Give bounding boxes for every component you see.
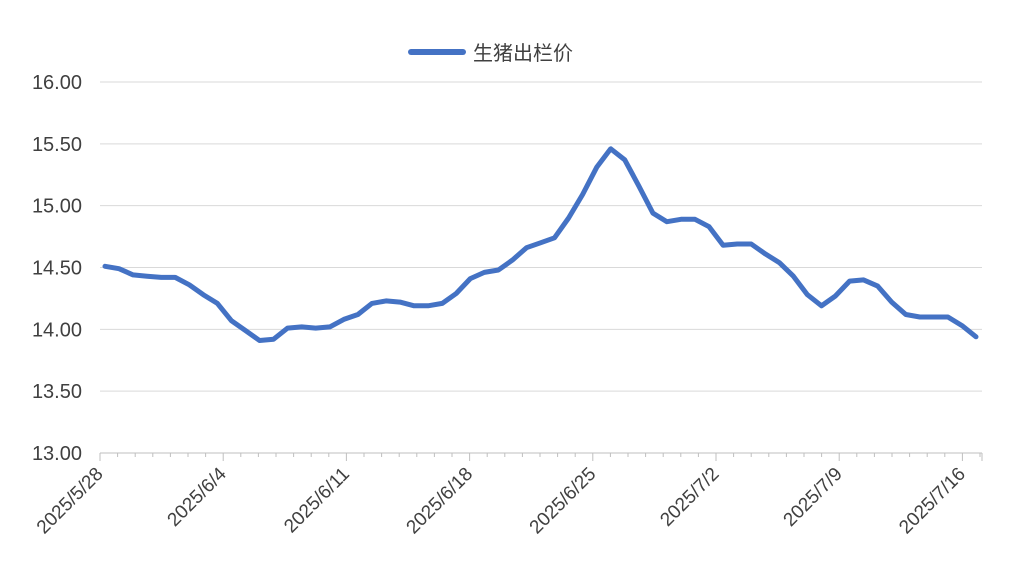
x-tick-label: 2025/7/2 [656, 464, 723, 531]
y-tick-label: 16.00 [32, 72, 82, 94]
x-tick-label: 2025/6/11 [280, 464, 354, 538]
x-tick-label: 2025/6/25 [526, 464, 601, 539]
y-tick-label: 14.50 [32, 258, 82, 280]
x-tick-label: 2025/6/4 [164, 463, 231, 530]
gridlines [100, 81, 982, 392]
x-tick-label: 2025/7/9 [780, 464, 847, 531]
y-tick-label: 14.00 [32, 319, 82, 341]
y-axis: 13.00 13.50 14.00 14.50 15.00 15.50 16.00 [32, 72, 82, 465]
y-tick-label: 13.00 [32, 443, 82, 465]
x-tick-label: 2025/6/18 [403, 464, 478, 539]
y-tick-label: 15.50 [32, 134, 82, 156]
x-tick-label: 2025/7/16 [895, 464, 970, 539]
legend: 生猪出栏价 [408, 41, 573, 65]
x-tick-label: 2025/5/28 [33, 464, 108, 539]
series-line-生猪出栏价 [102, 146, 979, 343]
y-tick-label: 13.50 [32, 381, 82, 403]
y-tick-label: 15.00 [32, 196, 82, 218]
legend-label: 生猪出栏价 [473, 41, 573, 65]
series-layer [102, 146, 979, 343]
x-axis: 2025/5/28 2025/6/4 2025/6/11 2025/6/18 2025/… [33, 452, 983, 539]
